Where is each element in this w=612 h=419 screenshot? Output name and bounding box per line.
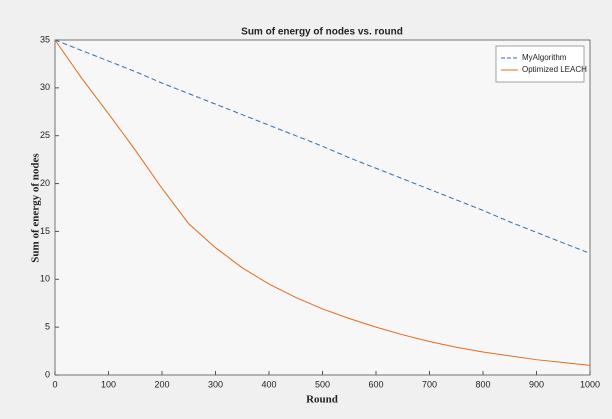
x-tick-label: 0 bbox=[52, 379, 57, 389]
chart-title: Sum of energy of nodes vs. round bbox=[241, 27, 403, 38]
x-tick-label: 400 bbox=[261, 379, 276, 389]
x-tick-label: 1000 bbox=[580, 379, 600, 389]
y-tick-label: 35 bbox=[40, 34, 50, 44]
x-tick-label: 700 bbox=[422, 379, 437, 389]
x-tick-label: 300 bbox=[208, 379, 223, 389]
y-tick-label: 0 bbox=[45, 369, 50, 379]
plot-area bbox=[54, 39, 591, 376]
x-tick-label: 600 bbox=[368, 379, 383, 389]
y-axis-label: Sum of energy of nodes bbox=[30, 153, 42, 263]
x-tick-label: 200 bbox=[154, 379, 169, 389]
series-line bbox=[54, 39, 591, 366]
x-axis-label: Round bbox=[306, 394, 338, 406]
y-tick-label: 25 bbox=[40, 130, 50, 140]
y-tick-label: 5 bbox=[45, 322, 50, 332]
y-tick-label: 15 bbox=[40, 226, 50, 236]
x-tick-label: 900 bbox=[529, 379, 544, 389]
legend-box bbox=[495, 45, 585, 83]
x-tick-label: 800 bbox=[475, 379, 490, 389]
legend-label: Optimized LEACH bbox=[522, 65, 587, 74]
x-tick-label: 100 bbox=[101, 379, 116, 389]
y-tick-label: 30 bbox=[40, 82, 50, 92]
y-tick-label: 20 bbox=[40, 178, 50, 188]
series-line bbox=[54, 39, 591, 254]
legend-label: MyAlgorithm bbox=[522, 53, 567, 62]
x-tick-label: 500 bbox=[315, 379, 330, 389]
y-tick-label: 10 bbox=[40, 274, 50, 284]
